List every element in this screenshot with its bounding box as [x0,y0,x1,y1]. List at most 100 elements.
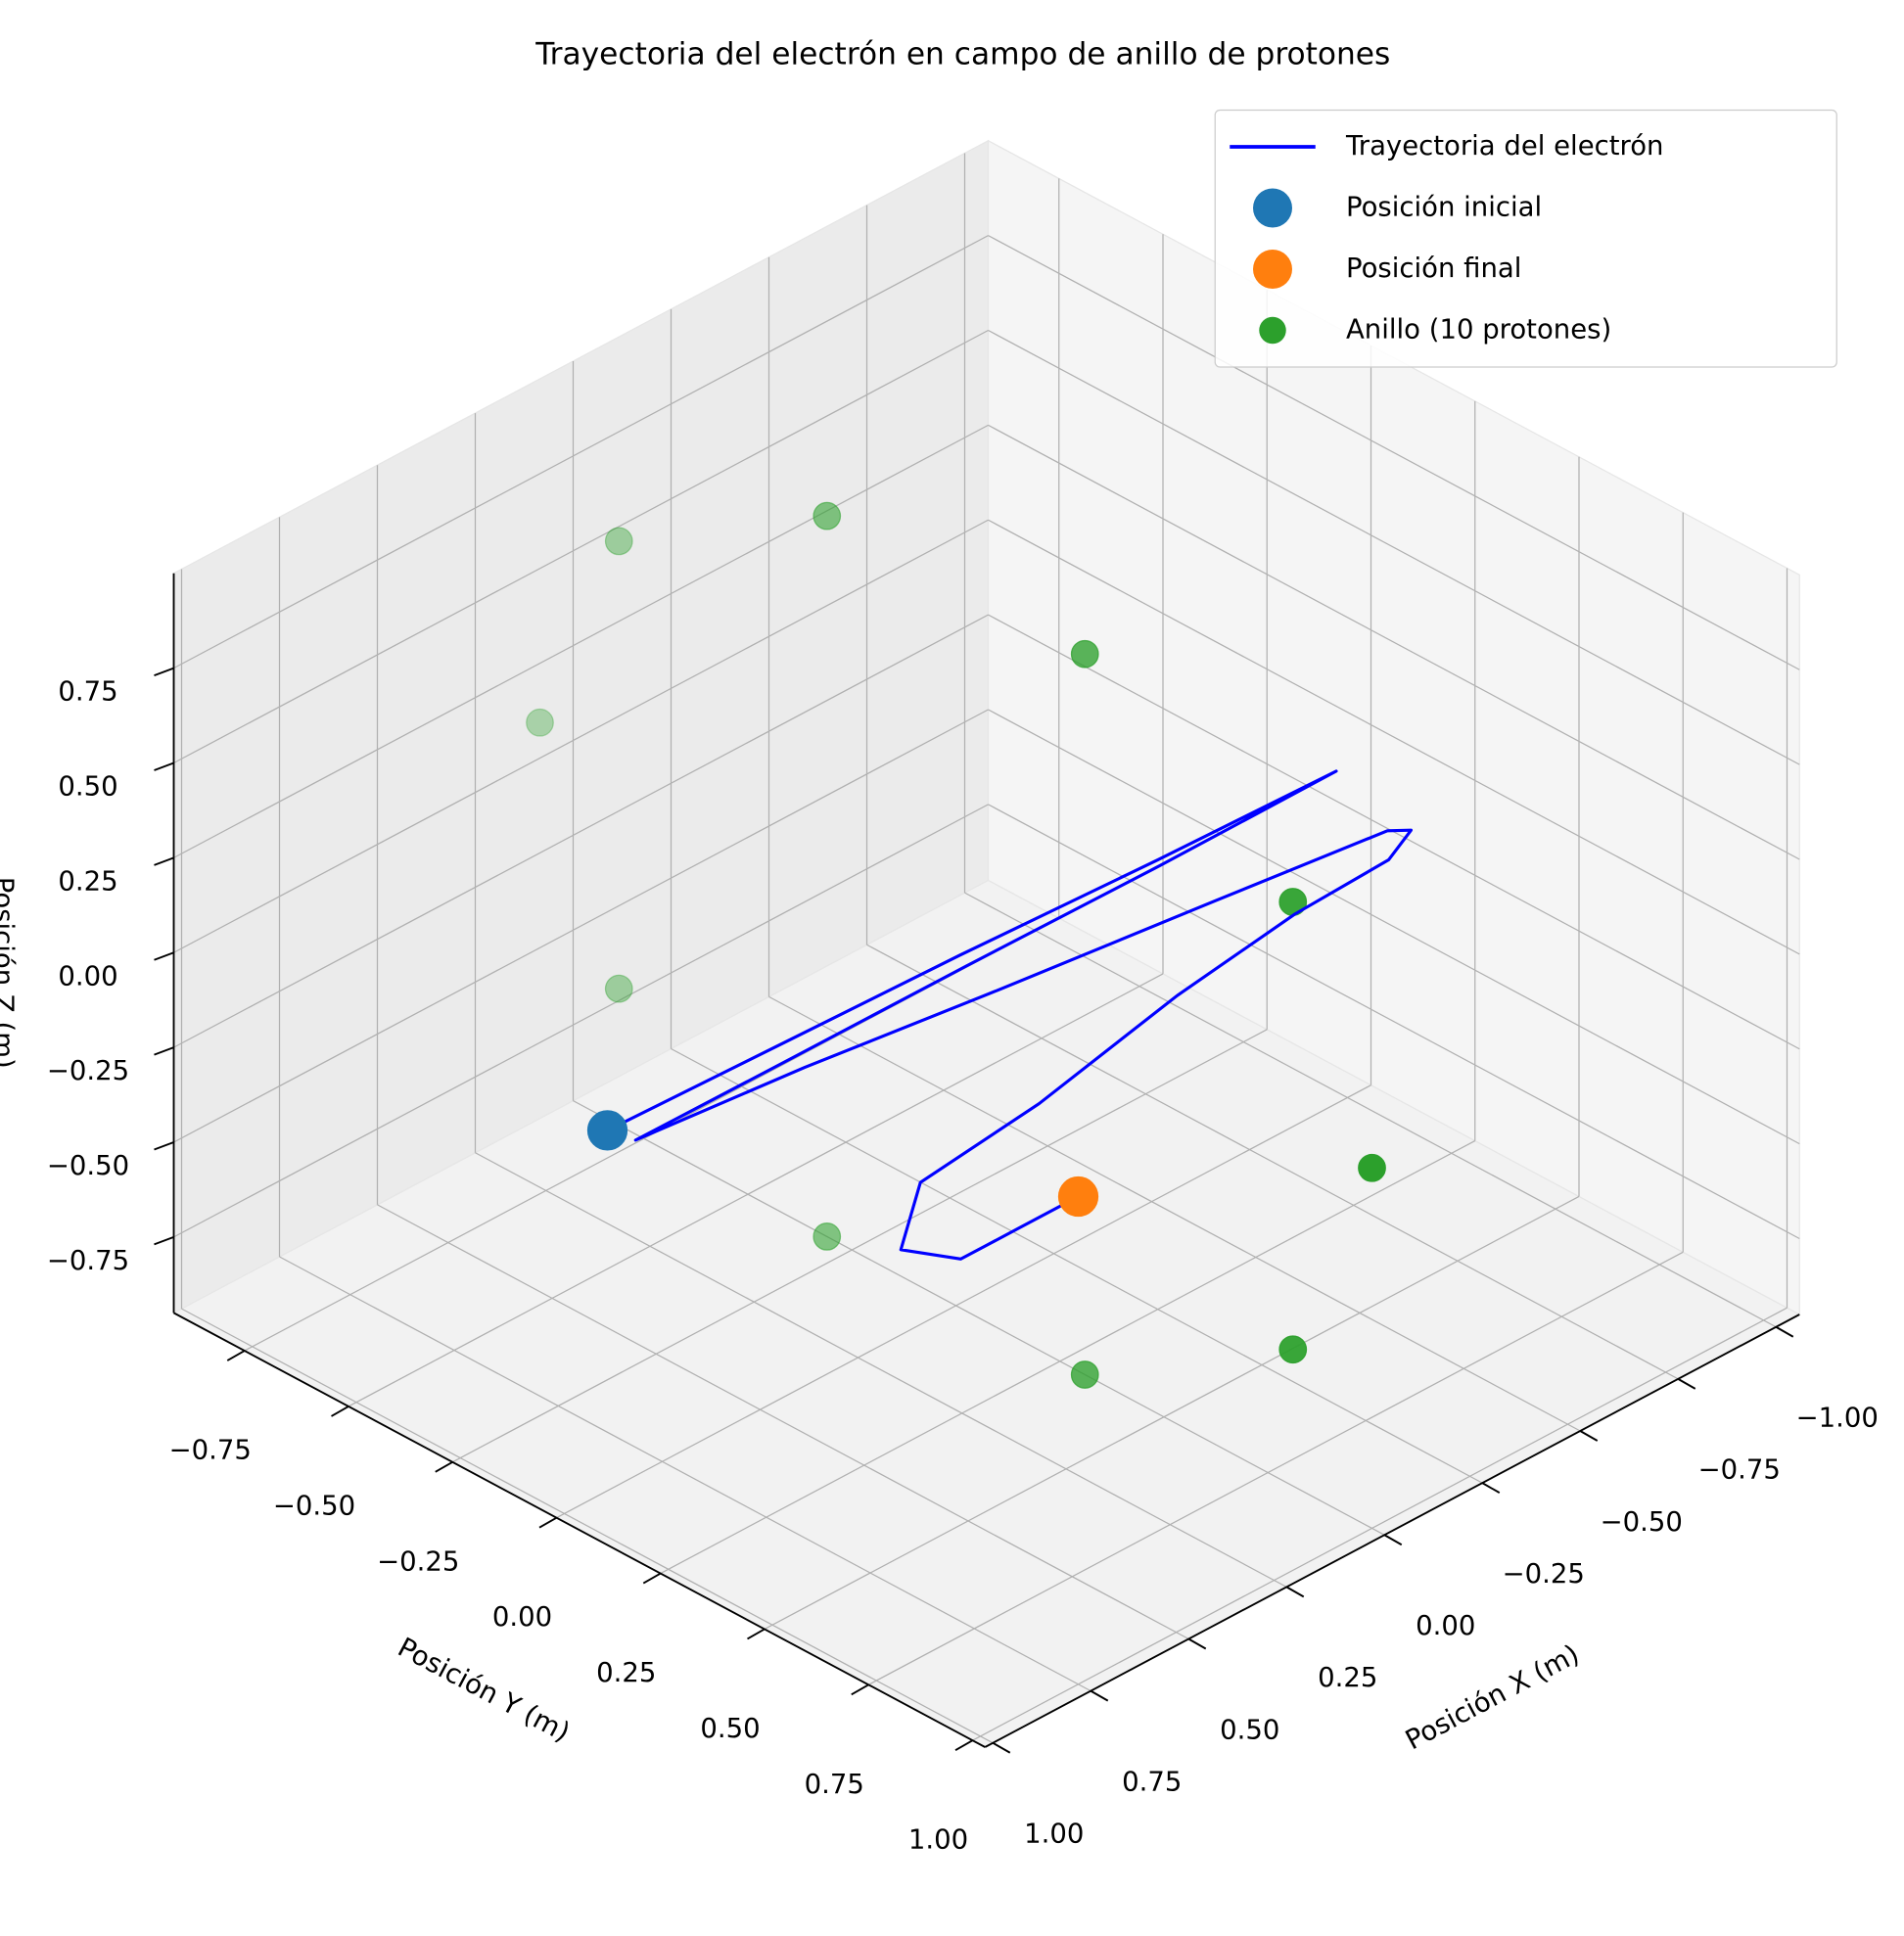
legend-label: Trayectoria del electrón [1345,130,1663,161]
grid-line [173,329,989,764]
x-tick [1775,1325,1794,1338]
x-tick [1481,1482,1501,1494]
y-tick [538,1516,557,1529]
grid-line [173,614,989,1048]
grid-line [768,995,1581,1432]
x-axis-title: Posición X (m) [1400,1638,1584,1756]
point [1057,1175,1099,1218]
grid-line [660,1139,1476,1575]
y-tick-label: −0.75 [169,1435,252,1466]
x-tick-label: 0.75 [1122,1766,1182,1797]
grid-line [348,973,1164,1407]
y-tick [851,1683,869,1696]
right-pane [987,139,1800,1316]
z-tick [154,951,174,961]
z-tick-label: −0.75 [47,1245,129,1276]
x-tick [992,1741,1011,1754]
grid-line [573,1100,1385,1536]
z-tick-label: 0.00 [58,960,117,991]
point [1070,1360,1099,1389]
grid-line [475,1152,1287,1588]
z-tick-label: 0.75 [58,676,117,708]
grid-line [988,329,1800,765]
z-tick [154,1235,174,1246]
z-tick-label: −0.25 [47,1055,129,1086]
grid-line [173,804,989,1238]
grid-line [866,944,1679,1380]
legend-marker [1259,316,1286,345]
legend-label: Anillo (10 protones) [1346,314,1611,346]
x-tick [1383,1534,1403,1546]
x-tick [1677,1378,1696,1390]
z-tick-label: 0.25 [58,865,117,897]
x-axis-line [984,1314,1800,1748]
x-tick-label: 0.50 [1220,1714,1279,1745]
grid-line [764,1195,1580,1630]
z-tick [154,1141,174,1151]
grid-line [451,1029,1268,1463]
grid-line [173,235,989,669]
x-tick-label: −0.75 [1698,1454,1781,1486]
grid-line [988,235,1800,670]
x-tick-label: 1.00 [1024,1819,1084,1850]
x-tick-label: 0.00 [1416,1610,1475,1641]
z-tick [154,667,174,677]
grid-line [173,709,989,1143]
y-tick-label: 1.00 [908,1824,968,1856]
point [1070,639,1099,668]
point [813,1222,842,1251]
legend-marker [1253,250,1292,289]
grid-line [377,1204,1189,1640]
grid-line [964,892,1777,1328]
y-tick [226,1350,246,1361]
y-tick-label: 0.50 [700,1713,760,1744]
grid-line [988,519,1800,955]
grid-line [867,1251,1684,1685]
z-tick [154,1046,174,1056]
z-tick [154,761,174,771]
z-tick-label: −0.50 [47,1150,129,1181]
point [1358,1153,1386,1182]
y-tick [747,1628,766,1640]
legend-label: Posición inicial [1346,192,1542,223]
grid-line [279,1256,1091,1692]
y-tick [954,1739,973,1751]
legend-box [1214,109,1837,368]
y-tick-label: 0.75 [805,1769,864,1800]
x-tick-label: −0.25 [1503,1558,1585,1590]
y-tick [331,1406,349,1417]
trajectory-line [606,769,1414,1261]
point [1278,1335,1308,1364]
grid-line [988,709,1800,1145]
y-axis-title: Posición Y (m) [393,1632,575,1748]
grid-line [181,1308,994,1744]
grid-line [671,1047,1483,1484]
y-tick-label: 0.25 [596,1657,656,1688]
x-tick-label: −0.50 [1601,1506,1683,1538]
x-tick [1187,1637,1207,1650]
grid-line [556,1084,1371,1519]
grid-line [173,519,989,953]
legend-label: Posición final [1346,253,1521,284]
point [813,501,842,530]
point [586,1110,628,1151]
x-tick [1285,1586,1305,1598]
x-tick [1579,1430,1599,1442]
y-tick-label: 0.00 [492,1601,552,1633]
point [526,708,554,737]
y-axis-line [173,1312,986,1748]
x-tick [1090,1689,1109,1702]
grid-line [972,1307,1788,1741]
y-tick [435,1460,453,1473]
grid-line [173,424,989,858]
z-axis-title: Posición Z (m) [0,877,19,1069]
z-tick-label: 0.50 [58,771,117,803]
point [604,974,633,1003]
x-tick-label: −1.00 [1796,1403,1879,1434]
y-tick [642,1572,662,1585]
chart-title: Trayectoria del electrón en campo de ani… [534,36,1390,71]
y-tick-label: −0.50 [273,1490,355,1521]
z-tick [154,856,174,866]
y-tick-label: −0.25 [377,1545,459,1577]
